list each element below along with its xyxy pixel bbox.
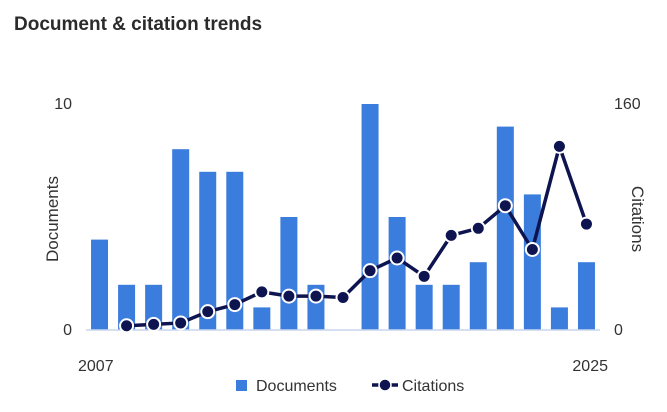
citations-point-2008 — [119, 318, 135, 334]
bar-2018 — [388, 217, 406, 330]
citations-point-2011 — [200, 304, 216, 320]
y-left-tick-max: 10 — [54, 96, 72, 113]
y-left-axis-title: Documents — [43, 176, 62, 262]
citations-point-2013 — [254, 284, 270, 300]
citations-point-2019 — [416, 268, 432, 284]
y-left-tick-min: 0 — [63, 322, 72, 339]
citations-point-2023 — [524, 241, 540, 257]
citations-point-2022 — [497, 198, 513, 214]
citations-point-2024 — [551, 138, 567, 154]
citations-point-2018 — [389, 250, 405, 266]
bar-2025 — [577, 262, 595, 330]
citations-point-2017 — [362, 263, 378, 279]
y-right-tick-min: 0 — [614, 322, 623, 339]
legend-citations-label: Citations — [402, 378, 464, 395]
legend-citations-marker — [378, 378, 392, 392]
bar-2011 — [199, 171, 217, 330]
bar-2019 — [415, 284, 433, 330]
bar-2014 — [280, 217, 298, 330]
bar-2021 — [469, 262, 487, 330]
citations-point-2015 — [308, 288, 324, 304]
citations-point-2010 — [173, 315, 189, 331]
x-tick-first: 2007 — [78, 358, 114, 375]
citations-point-2012 — [227, 297, 243, 313]
chart-title: Document & citation trends — [14, 14, 263, 35]
citations-point-2025 — [578, 216, 594, 232]
citations-line — [126, 144, 589, 328]
bar-2013 — [253, 307, 271, 330]
y-right-axis-title: Citations — [628, 186, 647, 252]
citations-point-2020 — [443, 227, 459, 243]
line-series-citations — [119, 138, 594, 334]
bar-2017 — [361, 104, 379, 330]
legend-documents-label: Documents — [256, 378, 337, 395]
legend: Documents Citations — [236, 378, 464, 395]
y-right-tick-max: 160 — [614, 96, 641, 113]
x-tick-last: 2025 — [572, 358, 608, 375]
bar-2023 — [523, 194, 541, 330]
citations-point-2014 — [281, 288, 297, 304]
citations-point-2021 — [470, 220, 486, 236]
bar-2008 — [118, 284, 136, 330]
citations-point-2016 — [335, 290, 351, 306]
bar-2024 — [550, 307, 568, 330]
bar-2010 — [172, 149, 190, 330]
bar-2012 — [226, 171, 244, 330]
bar-series-documents — [91, 104, 595, 330]
citations-point-2009 — [146, 316, 162, 332]
bar-2022 — [496, 126, 514, 330]
bar-2007 — [91, 239, 109, 330]
bar-2020 — [442, 284, 460, 330]
legend-documents-swatch — [236, 380, 247, 391]
